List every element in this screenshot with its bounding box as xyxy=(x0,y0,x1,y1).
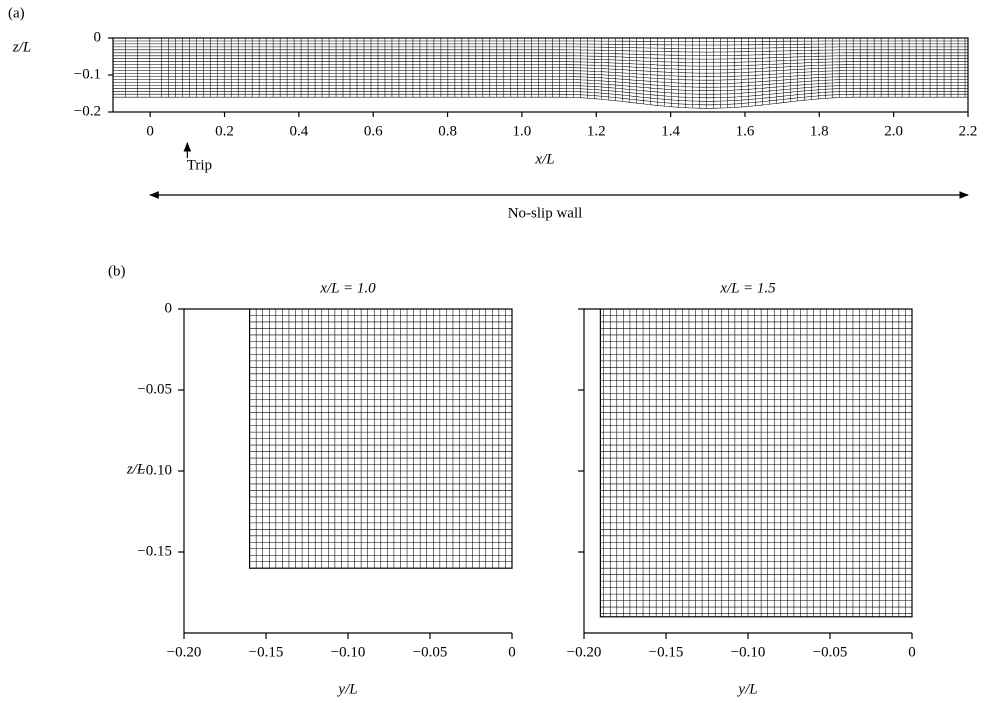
plot-title: x/L = 1.0 xyxy=(319,280,376,296)
mesh-line xyxy=(113,70,968,77)
mesh-line xyxy=(113,96,968,109)
mesh-line xyxy=(113,52,968,56)
x-tick-label: −0.05 xyxy=(413,644,448,660)
x-tick-label: −0.05 xyxy=(813,644,848,660)
x-tick-label: −0.20 xyxy=(567,644,602,660)
mesh-frame xyxy=(599,308,913,618)
x-tick-label: 2.0 xyxy=(884,123,903,139)
mesh-line xyxy=(113,82,968,91)
mesh-line xyxy=(113,76,968,84)
x-tick-label: 0 xyxy=(146,123,154,139)
panel-label: (b) xyxy=(108,263,126,279)
x-tick-label: 1.0 xyxy=(513,123,532,139)
y-tick-label: 0 xyxy=(94,29,102,45)
mesh-line xyxy=(113,85,968,95)
x-tick-label: 0.8 xyxy=(438,123,457,139)
mesh-frame xyxy=(249,308,513,569)
y-axis-label: z/L xyxy=(12,39,31,55)
mesh-line xyxy=(113,88,968,99)
mesh-line xyxy=(113,58,968,63)
axes-frame xyxy=(112,37,969,113)
y-axis-label: z/L xyxy=(126,461,145,477)
mesh-line xyxy=(113,64,968,70)
y-tick-label: −0.2 xyxy=(74,103,101,119)
mesh-line xyxy=(113,43,968,46)
x-tick-label: 1.4 xyxy=(661,123,680,139)
panel-label: (a) xyxy=(8,5,25,21)
x-tick-label: 2.2 xyxy=(959,123,978,139)
x-tick-label: 0.6 xyxy=(364,123,383,139)
mesh-line xyxy=(113,49,968,53)
x-tick-label: 0.4 xyxy=(289,123,308,139)
x-axis-label: x/L xyxy=(534,151,554,167)
mesh-line xyxy=(113,79,968,88)
x-tick-label: −0.15 xyxy=(249,644,284,660)
x-tick-label: −0.10 xyxy=(731,644,766,660)
wall-label: No-slip wall xyxy=(508,205,583,221)
x-tick-label: −0.15 xyxy=(649,644,684,660)
x-tick-label: 1.8 xyxy=(810,123,829,139)
x-tick-label: 1.2 xyxy=(587,123,606,139)
x-tick-label: 0.2 xyxy=(215,123,234,139)
x-axis-label: y/L xyxy=(336,681,357,697)
mesh-line xyxy=(113,40,968,42)
y-tick-label: 0 xyxy=(165,300,173,316)
y-tick-label: −0.1 xyxy=(74,66,101,82)
x-tick-label: 0 xyxy=(508,644,516,660)
mesh-line xyxy=(113,93,968,106)
trip-label: Trip xyxy=(187,157,212,173)
x-tick-label: 1.6 xyxy=(736,123,755,139)
x-tick-label: 0 xyxy=(908,644,916,660)
x-tick-label: −0.10 xyxy=(331,644,366,660)
mesh-line xyxy=(113,91,968,102)
x-axis-label: y/L xyxy=(736,681,757,697)
y-tick-label: −0.10 xyxy=(137,462,172,478)
plot-title: x/L = 1.5 xyxy=(719,280,776,296)
mesh-line xyxy=(113,46,968,49)
x-tick-label: −0.20 xyxy=(167,644,202,660)
mesh-line xyxy=(113,67,968,74)
mesh-line xyxy=(113,61,968,67)
y-tick-label: −0.15 xyxy=(137,543,172,559)
mesh-line xyxy=(113,73,968,81)
y-tick-label: −0.05 xyxy=(137,381,172,397)
mesh-line xyxy=(113,55,968,60)
